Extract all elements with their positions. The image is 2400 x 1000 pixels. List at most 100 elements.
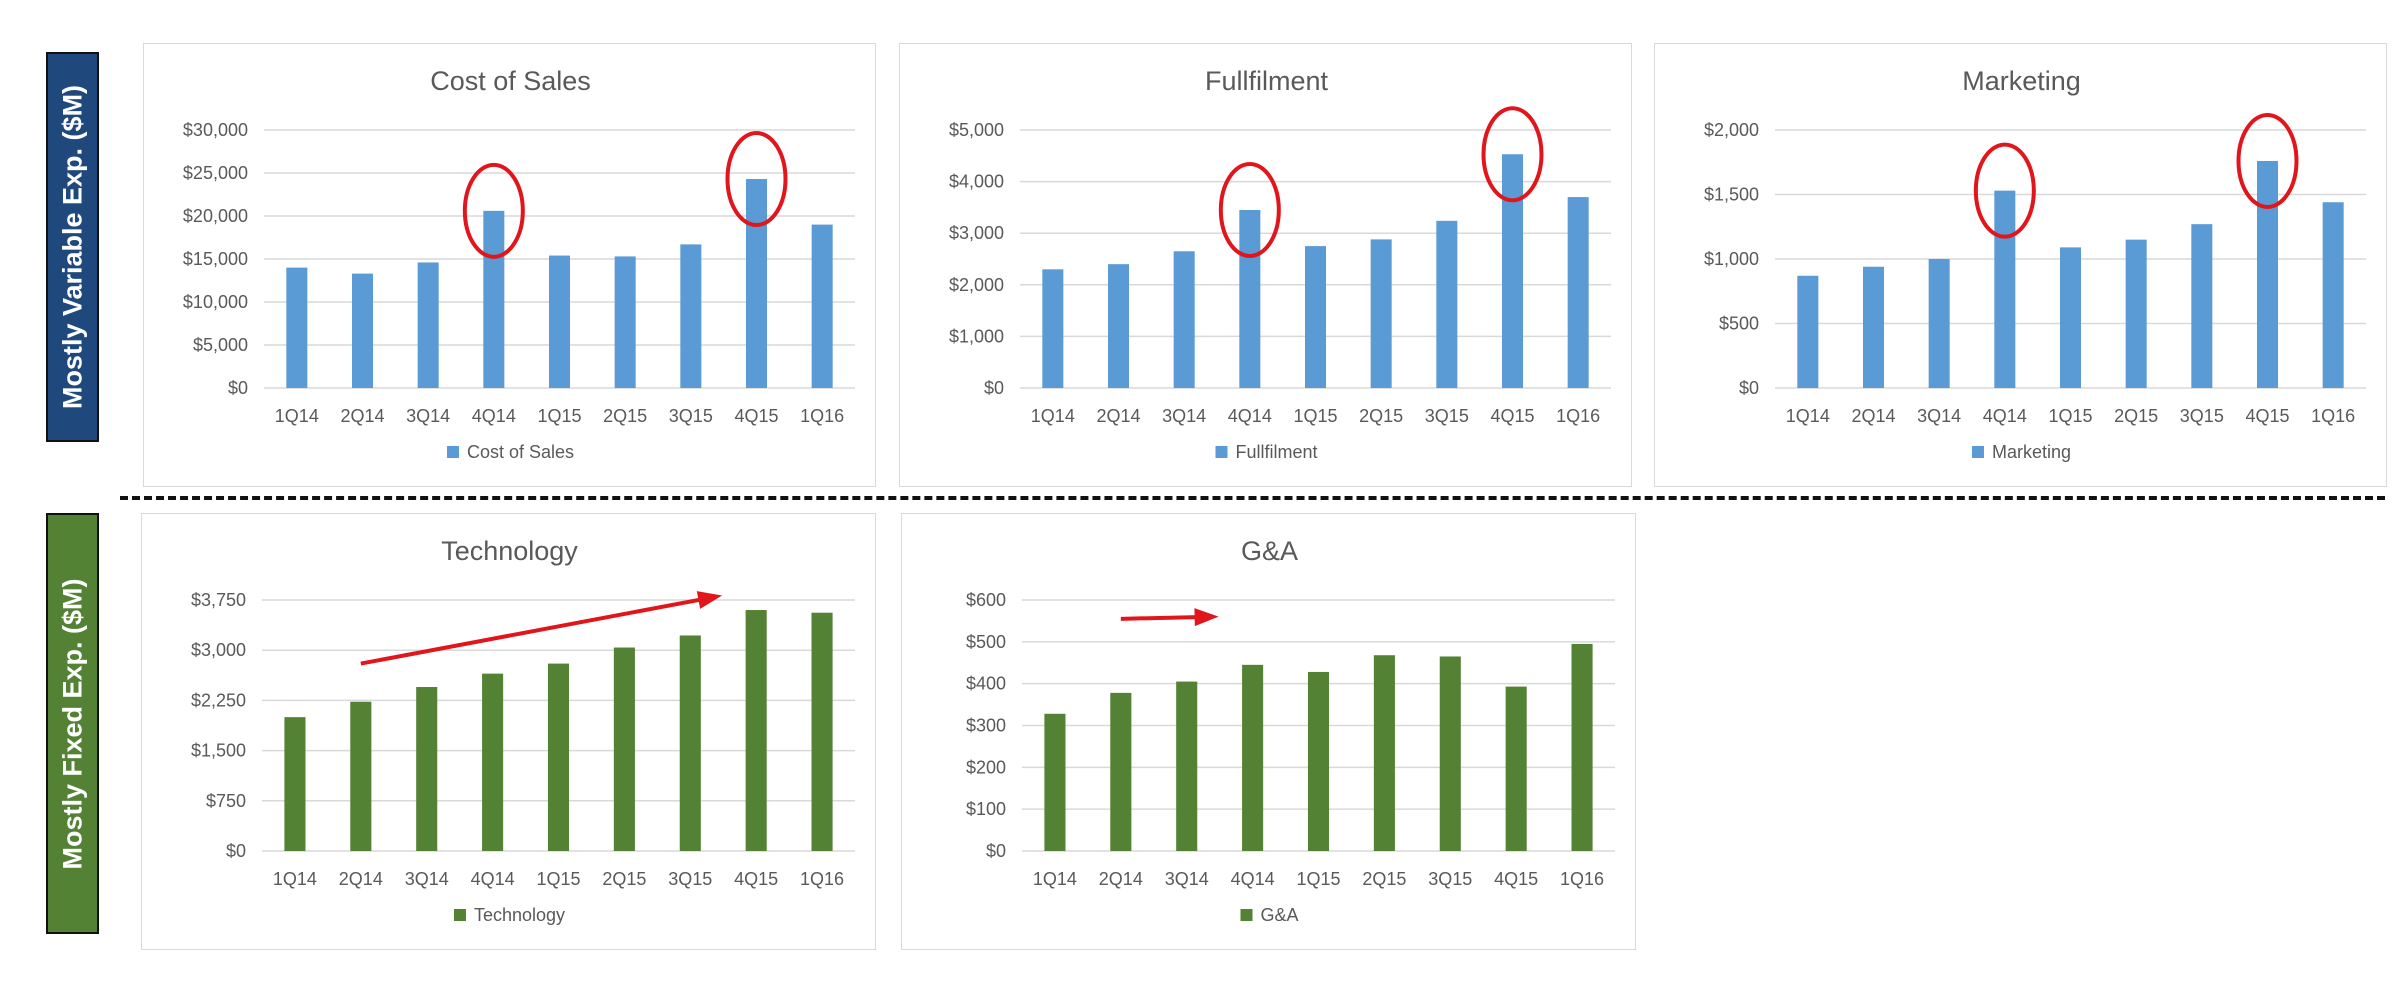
- x-tick-label: 2Q14: [340, 406, 384, 426]
- x-tick-label: 2Q14: [339, 869, 383, 889]
- chart-title: G&A: [1241, 536, 1298, 566]
- bar-4q14: [1994, 190, 2016, 388]
- y-tick-label: $600: [966, 590, 1006, 610]
- chart-panel-marketing: Marketing $0 $500 $1,000 $1,500 $2,000 1Q14 2Q1…: [1654, 43, 2387, 487]
- y-tick-label: $1,500: [1704, 185, 1759, 205]
- y-tick-label: $3,000: [949, 223, 1004, 243]
- x-tick-label: 3Q15: [1425, 406, 1469, 426]
- legend: Fullfilment: [1215, 442, 1318, 462]
- y-tick-label: $25,000: [183, 163, 248, 183]
- y-tick-label: $5,000: [949, 120, 1004, 140]
- x-tick-label: 1Q14: [273, 869, 317, 889]
- bar-4q15: [745, 610, 767, 851]
- trend-arrow-head: [1194, 608, 1219, 627]
- x-tick-label: 1Q16: [1560, 869, 1604, 889]
- bar-1q14: [1797, 275, 1819, 388]
- bar-1q16: [811, 224, 833, 388]
- x-tick-label: 3Q15: [669, 406, 713, 426]
- bar-1q14: [284, 717, 306, 851]
- bar-1q15: [548, 255, 571, 388]
- bar-3q15: [679, 635, 701, 851]
- bar-3q14: [417, 262, 439, 388]
- x-tick-label: 3Q15: [2180, 406, 2224, 426]
- chart-title: Fullfilment: [1205, 66, 1329, 96]
- bar-4q14: [482, 673, 504, 851]
- y-tick-label: $1,000: [1704, 249, 1759, 269]
- x-tick-label: 4Q15: [734, 406, 778, 426]
- bar-3q14: [1928, 259, 1950, 388]
- chart-title: Technology: [441, 536, 578, 566]
- y-tick-label: $500: [966, 632, 1006, 652]
- y-tick-label: $1,500: [191, 741, 246, 761]
- x-tick-label: 2Q15: [1362, 869, 1406, 889]
- x-tick-label: 2Q14: [1851, 406, 1895, 426]
- bar-4q14: [1239, 209, 1261, 388]
- chart-svg: G&A $0 $100 $200 $300 $400 $500 $600 1Q14 2Q14 3Q1…: [966, 536, 1615, 925]
- chart-panel-fulfilment: Fullfilment $0 $1,000 $2,000 $3,000 $4,000 $5,…: [899, 43, 1632, 487]
- bar-2q14: [350, 701, 372, 851]
- x-tick-label: 3Q14: [1165, 869, 1209, 889]
- y-tick-label: $0: [226, 841, 246, 861]
- x-tick-label: 2Q15: [602, 869, 646, 889]
- chart-title: Cost of Sales: [430, 66, 591, 96]
- y-tick-label: $750: [206, 791, 246, 811]
- y-tick-label: $0: [1739, 378, 1759, 398]
- bar-1q15: [1304, 246, 1327, 388]
- x-tick-label: 1Q15: [537, 406, 581, 426]
- trend-arrow-head: [696, 591, 723, 609]
- x-tick-label: 1Q15: [536, 869, 580, 889]
- bar-2q14: [1862, 266, 1885, 388]
- legend-label: Technology: [474, 905, 565, 925]
- y-tick-label: $0: [984, 378, 1004, 398]
- x-tick-label: 2Q15: [1359, 406, 1403, 426]
- bar-2q15: [1373, 655, 1395, 851]
- chart-svg: Cost of Sales $0 $5,000 $10,000 $15,000 $20,0…: [183, 66, 855, 462]
- x-tick-label: 1Q14: [275, 406, 319, 426]
- chart-svg: Marketing $0 $500 $1,000 $1,500 $2,000 1Q14 2Q1…: [1704, 66, 2366, 462]
- x-tick-label: 3Q15: [1428, 869, 1472, 889]
- y-tick-label: $4,000: [949, 172, 1004, 192]
- bar-3q14: [416, 687, 438, 851]
- legend: G&A: [1240, 905, 1299, 925]
- y-tick-label: $0: [986, 841, 1006, 861]
- bar-4q14: [483, 210, 505, 388]
- bar-2q14: [1107, 264, 1130, 388]
- bar-3q15: [1439, 656, 1461, 851]
- legend-swatch: [1240, 909, 1253, 921]
- bar-2q15: [2125, 239, 2147, 388]
- y-tick-label: $500: [1719, 314, 1759, 334]
- bar-1q14: [1044, 713, 1066, 851]
- x-tick-label: 4Q14: [1228, 406, 1272, 426]
- x-tick-label: 4Q14: [1231, 869, 1275, 889]
- legend: Cost of Sales: [446, 442, 574, 462]
- y-tick-label: $300: [966, 716, 1006, 736]
- x-tick-label: 3Q14: [405, 869, 449, 889]
- bar-4q15: [745, 179, 768, 388]
- highlight-circle: [1218, 161, 1281, 258]
- bar-2q14: [351, 273, 374, 388]
- legend-swatch: [1971, 446, 1984, 458]
- legend-label: G&A: [1260, 905, 1298, 925]
- x-tick-label: 3Q14: [1162, 406, 1206, 426]
- x-tick-label: 3Q14: [406, 406, 450, 426]
- bar-3q14: [1176, 681, 1198, 851]
- x-tick-label: 3Q14: [1917, 406, 1961, 426]
- y-tick-label: $2,250: [191, 690, 246, 710]
- y-tick-label: $3,750: [191, 590, 246, 610]
- y-tick-label: $30,000: [183, 120, 248, 140]
- trend-arrow: [360, 591, 723, 666]
- highlight-circle: [725, 131, 788, 228]
- chart-panel-cost-of-sales: Cost of Sales $0 $5,000 $10,000 $15,000 $20,0…: [143, 43, 876, 487]
- y-tick-label: $20,000: [183, 206, 248, 226]
- x-tick-label: 2Q15: [603, 406, 647, 426]
- legend-swatch: [1215, 446, 1228, 458]
- section-divider: [120, 496, 2385, 500]
- bar-3q15: [2191, 224, 2213, 388]
- legend: Marketing: [1971, 442, 2071, 462]
- x-tick-label: 1Q15: [1296, 869, 1340, 889]
- x-tick-label: 1Q14: [1033, 869, 1077, 889]
- x-tick-label: 1Q14: [1786, 406, 1830, 426]
- bar-4q15: [2256, 160, 2279, 388]
- bar-3q15: [1436, 220, 1458, 388]
- x-tick-label: 4Q15: [1494, 869, 1538, 889]
